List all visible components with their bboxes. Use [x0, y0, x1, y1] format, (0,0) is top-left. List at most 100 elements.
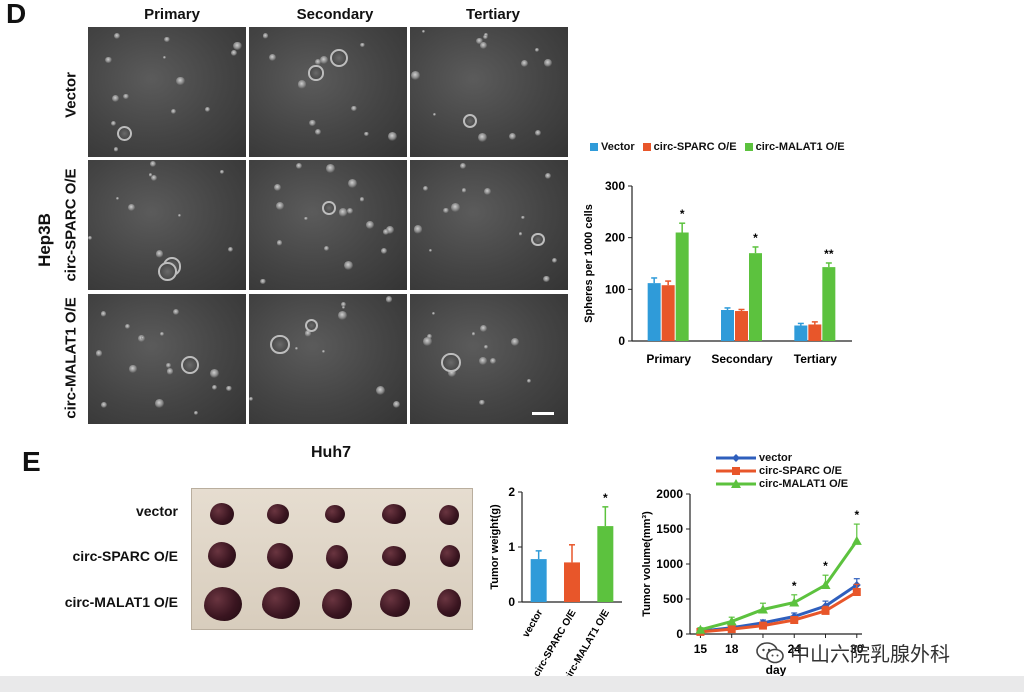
- series-line: [700, 540, 859, 632]
- cell: [347, 178, 357, 188]
- legend-item: circ-MALAT1 O/E: [744, 141, 845, 153]
- cell: [111, 121, 116, 127]
- significance-mark: *: [854, 508, 859, 522]
- legend-item: Vector: [590, 141, 635, 153]
- micrograph-image: [249, 294, 407, 424]
- y-tick-label: 2: [508, 485, 515, 499]
- tumor-specimen: [325, 505, 345, 523]
- cell: [484, 345, 489, 349]
- x-tick-label: Secondary: [711, 352, 773, 366]
- tumor-specimen: [380, 589, 410, 617]
- cell: [426, 334, 432, 339]
- x-tick-label: 24: [788, 642, 802, 656]
- cell: [314, 59, 321, 65]
- cell: [414, 225, 423, 234]
- cell: [260, 278, 266, 285]
- spheres-bar-chart: 0 100 200 300 * Primary * Secondary ** Tertiary Sp…: [583, 179, 852, 366]
- cell: [105, 56, 112, 64]
- row-label-vector: Vector: [62, 72, 80, 118]
- bottom-strip: [0, 676, 1024, 692]
- cell: [163, 36, 170, 43]
- micrograph-image: [410, 160, 568, 290]
- bar: [735, 311, 748, 341]
- cell: [170, 108, 177, 115]
- cell: [173, 309, 180, 316]
- cell: [520, 59, 528, 67]
- bar: [749, 253, 762, 341]
- cell: [176, 77, 185, 86]
- data-point: [790, 616, 799, 624]
- cell: [231, 50, 237, 56]
- cell: [479, 399, 485, 406]
- bar: [721, 310, 734, 341]
- cell: [249, 396, 254, 401]
- panel-letter-d: D: [6, 0, 27, 29]
- cell: [351, 105, 357, 112]
- tumor-specimen: [382, 504, 406, 524]
- y-tick-label: 1: [508, 540, 515, 554]
- x-tick-label: Primary: [646, 352, 691, 366]
- cell: [443, 207, 449, 213]
- data-point: [851, 535, 862, 545]
- cell: [166, 363, 171, 368]
- cell: [148, 173, 153, 177]
- cell: [483, 34, 488, 40]
- cell: [544, 59, 553, 67]
- series-line: [700, 590, 858, 634]
- cell: [262, 32, 269, 39]
- cell: [479, 357, 487, 365]
- bar: [794, 325, 808, 341]
- tumor-specimen: [267, 543, 293, 569]
- cell: [140, 336, 145, 340]
- tumor-specimen: [208, 542, 236, 568]
- cell: [363, 131, 369, 137]
- y-axis-label: Tumor weight(g): [489, 504, 501, 590]
- tumor-photo: [191, 488, 473, 630]
- cell: [95, 350, 103, 357]
- cell: [471, 332, 476, 336]
- cell: [111, 95, 119, 103]
- cell: [551, 257, 558, 264]
- cell: [150, 161, 157, 167]
- cell: [274, 184, 282, 192]
- significance-mark: *: [753, 231, 758, 245]
- data-point: [757, 604, 768, 614]
- cell: [194, 411, 199, 416]
- cell: [480, 42, 487, 49]
- data-point: [695, 624, 706, 634]
- cell: [323, 245, 330, 252]
- y-tick-label: 200: [605, 231, 625, 245]
- tumor-row-label-circ-sparc: circ-SPARC O/E: [72, 548, 178, 564]
- micrograph-image: [88, 294, 246, 424]
- cell: [210, 368, 220, 378]
- sphere: [116, 125, 133, 142]
- cell: [422, 29, 426, 33]
- bar: [597, 526, 614, 602]
- cell: [211, 384, 218, 390]
- cell: [346, 207, 354, 215]
- y-tick-label: 0: [676, 627, 683, 641]
- cell: [459, 163, 466, 170]
- cell: [227, 247, 233, 253]
- bar: [530, 559, 547, 602]
- y-axis-label: Spheres per 1000 cells: [583, 204, 595, 323]
- cell: [545, 172, 552, 180]
- panel-letter-e: E: [22, 446, 41, 477]
- cell: [376, 385, 386, 395]
- micrograph-image: [249, 27, 407, 157]
- tumor-specimen: [322, 589, 352, 619]
- significance-mark: *: [680, 207, 685, 221]
- cell: [338, 311, 348, 321]
- cell: [388, 131, 397, 141]
- cell: [366, 221, 374, 229]
- data-point: [852, 588, 861, 596]
- micrograph-image: [88, 160, 246, 290]
- cell: [360, 43, 365, 48]
- cell: [275, 201, 284, 210]
- cell: [114, 33, 121, 40]
- cell: [296, 162, 303, 169]
- y-tick-label: 0: [618, 334, 625, 348]
- sphere: [441, 352, 461, 372]
- cell: [276, 240, 282, 246]
- cell: [521, 215, 525, 220]
